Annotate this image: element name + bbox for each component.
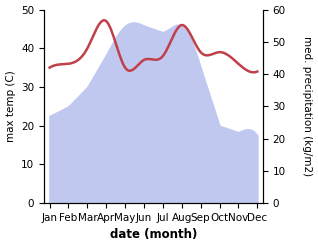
X-axis label: date (month): date (month)	[110, 228, 197, 242]
Y-axis label: med. precipitation (kg/m2): med. precipitation (kg/m2)	[302, 36, 313, 176]
Y-axis label: max temp (C): max temp (C)	[5, 70, 16, 142]
